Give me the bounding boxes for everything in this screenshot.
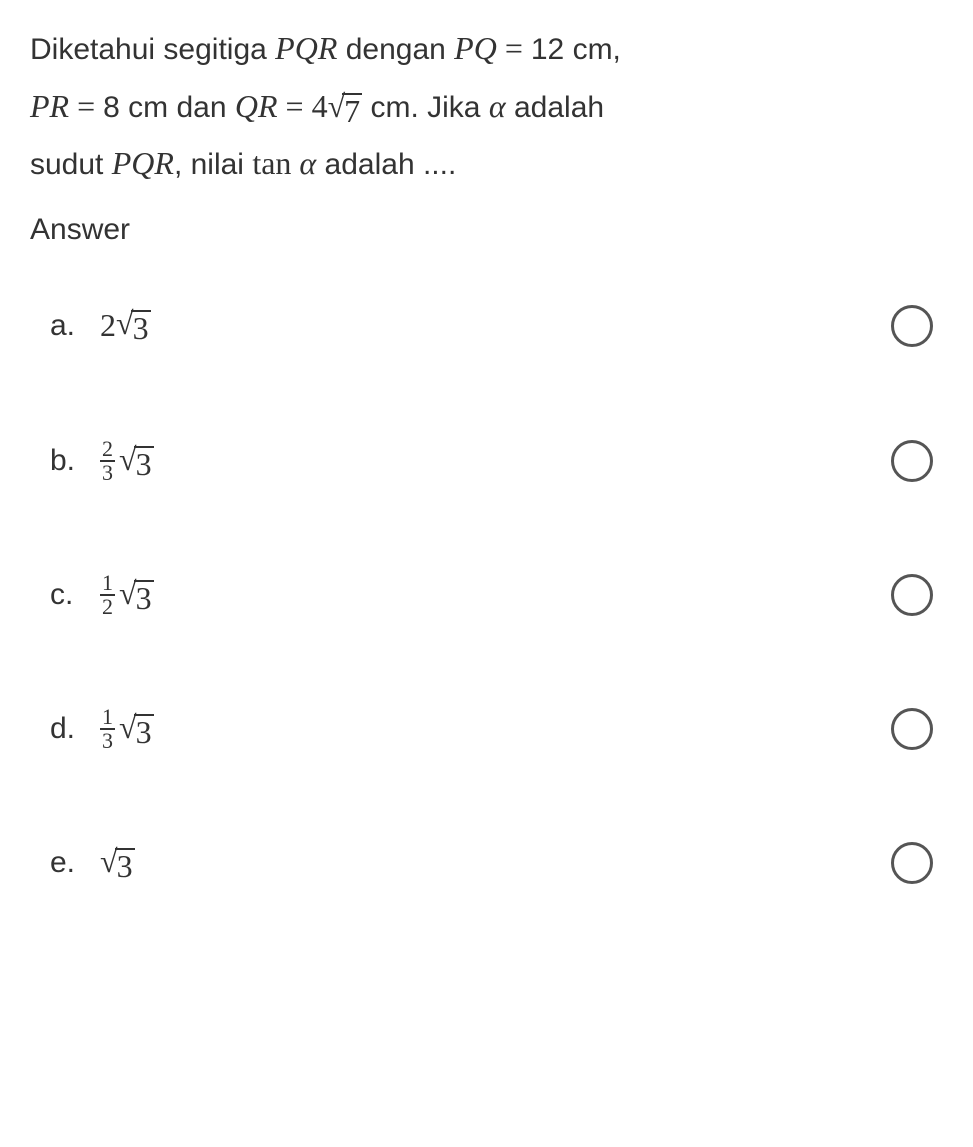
text-segment: cm. Jika — [370, 91, 488, 124]
math-alpha: α — [489, 88, 506, 124]
option-content: c. 1 2 √3 — [50, 568, 154, 622]
sqrt-arg: 3 — [115, 848, 135, 882]
fraction-denominator: 3 — [100, 728, 115, 752]
math-fraction: 2 3 — [100, 438, 115, 484]
radio-button[interactable] — [891, 842, 933, 884]
math-qr: QR — [235, 88, 278, 124]
option-e[interactable]: e. √3 — [50, 836, 943, 890]
question-line-3: sudut PQR, nilai tan α adalah .... — [30, 135, 943, 193]
option-value: 1 2 √3 — [100, 572, 154, 618]
math-sqrt: √3 — [100, 845, 135, 882]
answer-label: Answer — [30, 203, 943, 257]
option-value: 1 3 √3 — [100, 706, 154, 752]
option-value: √3 — [100, 845, 135, 882]
radio-button[interactable] — [891, 708, 933, 750]
option-value: 2√3 — [100, 297, 151, 355]
fraction-denominator: 2 — [100, 594, 115, 618]
math-eq: = — [69, 88, 103, 124]
option-c[interactable]: c. 1 2 √3 — [50, 568, 943, 622]
option-letter: c. — [50, 568, 80, 622]
sqrt-arg: 3 — [134, 580, 154, 614]
option-d[interactable]: d. 1 3 √3 — [50, 702, 943, 756]
math-sqrt: √3 — [116, 307, 151, 344]
text-segment: adalah — [514, 91, 604, 124]
math-pr: PR — [30, 88, 69, 124]
text-segment: dengan — [346, 33, 454, 66]
math-pq: PQ — [454, 30, 497, 66]
radio-button[interactable] — [891, 440, 933, 482]
sqrt-arg: 3 — [134, 714, 154, 748]
text-segment: adalah .... — [325, 148, 457, 181]
math-eq: = — [278, 88, 312, 124]
text-segment: , nilai — [174, 148, 252, 181]
math-tan: tan — [252, 145, 299, 181]
radio-button[interactable] — [891, 305, 933, 347]
math-alpha: α — [299, 145, 316, 181]
math-sqrt: √7 — [328, 90, 363, 127]
option-b[interactable]: b. 2 3 √3 — [50, 434, 943, 488]
option-content: a. 2√3 — [50, 297, 151, 355]
text-segment: Diketahui segitiga — [30, 33, 275, 66]
text-segment: 12 cm, — [531, 33, 621, 66]
sqrt-arg: 3 — [134, 446, 154, 480]
option-content: b. 2 3 √3 — [50, 434, 154, 488]
question-line-1: Diketahui segitiga PQR dengan PQ = 12 cm… — [30, 20, 943, 78]
fraction-denominator: 3 — [100, 460, 115, 484]
options-list: a. 2√3 b. 2 3 √3 c. 1 2 √3 — [30, 297, 943, 891]
option-a[interactable]: a. 2√3 — [50, 297, 943, 355]
option-content: e. √3 — [50, 836, 135, 890]
option-letter: e. — [50, 836, 80, 890]
radio-button[interactable] — [891, 574, 933, 616]
math-pqr: PQR — [275, 30, 337, 66]
option-letter: d. — [50, 702, 80, 756]
math-fraction: 1 2 — [100, 572, 115, 618]
fraction-numerator: 1 — [100, 572, 115, 594]
math-eq: = — [497, 30, 531, 66]
option-content: d. 1 3 √3 — [50, 702, 154, 756]
math-coef: 2 — [100, 297, 116, 355]
question-line-2: PR = 8 cm dan QR = 4√7 cm. Jika α adalah — [30, 78, 943, 136]
sqrt-arg: 3 — [131, 310, 151, 344]
option-letter: b. — [50, 434, 80, 488]
option-value: 2 3 √3 — [100, 438, 154, 484]
text-segment: 8 cm dan — [103, 91, 235, 124]
math-sqrt: √3 — [119, 443, 154, 480]
math-pqr: PQR — [112, 145, 174, 181]
text-segment: sudut — [30, 148, 112, 181]
sqrt-arg: 7 — [342, 93, 362, 127]
fraction-numerator: 1 — [100, 706, 115, 728]
math-sqrt: √3 — [119, 711, 154, 748]
fraction-numerator: 2 — [100, 438, 115, 460]
math-sqrt: √3 — [119, 577, 154, 614]
option-letter: a. — [50, 299, 80, 353]
math-fraction: 1 3 — [100, 706, 115, 752]
question-text: Diketahui segitiga PQR dengan PQ = 12 cm… — [30, 20, 943, 193]
math-coef: 4 — [312, 88, 328, 124]
